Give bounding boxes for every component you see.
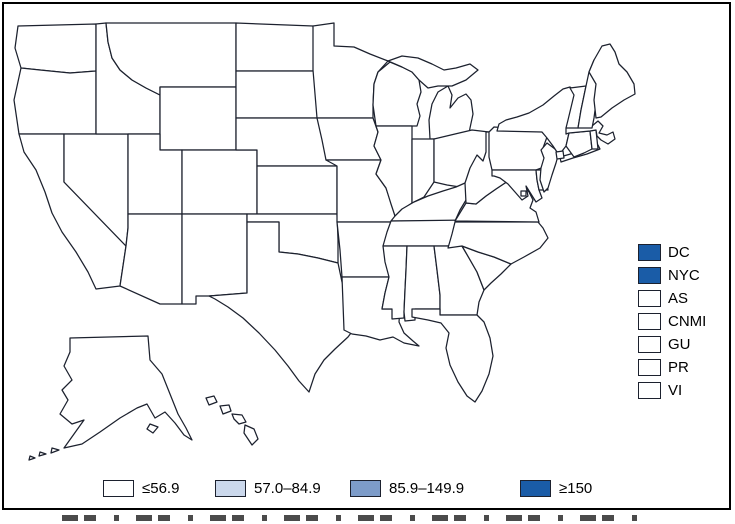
legend-swatch-dc <box>638 243 661 261</box>
rate-legend-item: 57.0–84.9 <box>215 478 321 498</box>
jurisdiction-legend-item: DC <box>638 243 706 261</box>
legend-swatch-nyc <box>638 266 661 284</box>
legend-label-cat4: ≥150 <box>559 479 593 497</box>
state-or <box>13 67 97 135</box>
state-hi <box>205 395 259 446</box>
cropped-caption-sliver <box>62 515 642 521</box>
jurisdiction-legend: DC NYC AS CNMI GU PR VI <box>638 243 706 404</box>
state-nyc <box>555 150 565 160</box>
map-states <box>13 22 636 461</box>
legend-swatch-cnmi <box>638 312 661 330</box>
legend-swatch-cat1 <box>103 479 134 497</box>
legend-swatch-gu <box>638 335 661 353</box>
state-pa <box>488 126 549 171</box>
state-ks <box>256 165 338 215</box>
legend-swatch-vi <box>638 381 661 399</box>
legend-swatch-as <box>638 289 661 307</box>
rate-legend-item: 85.9–149.9 <box>350 478 464 498</box>
legend-swatch-pr <box>638 358 661 376</box>
legend-label-cnmi: CNMI <box>668 312 707 330</box>
jurisdiction-legend-item: AS <box>638 289 706 307</box>
jurisdiction-legend-item: NYC <box>638 266 706 284</box>
legend-label-cat3: 85.9–149.9 <box>389 479 465 497</box>
state-dc <box>520 190 527 197</box>
legend-swatch-cat2 <box>215 479 246 497</box>
state-mi <box>387 55 479 140</box>
state-co <box>181 149 258 215</box>
state-tx <box>208 221 358 393</box>
state-ia <box>316 117 382 161</box>
state-ma <box>565 120 616 145</box>
legend-label-as: AS <box>668 289 689 307</box>
legend-label-vi: VI <box>668 381 683 399</box>
state-sd <box>235 70 323 119</box>
state-fl <box>411 308 494 403</box>
legend-label-cat2: 57.0–84.9 <box>254 479 321 497</box>
jurisdiction-legend-item: PR <box>638 358 706 376</box>
state-nc <box>447 221 549 265</box>
state-ak <box>28 335 193 461</box>
jurisdiction-legend-item: GU <box>638 335 706 353</box>
state-wy <box>159 86 237 151</box>
legend-label-pr: PR <box>668 358 689 376</box>
rate-legend-item: ≤56.9 <box>103 478 179 498</box>
state-nm <box>181 213 248 305</box>
legend-label-nyc: NYC <box>668 266 700 284</box>
rate-legend-item: ≥150 <box>520 478 592 498</box>
jurisdiction-legend-item: CNMI <box>638 312 706 330</box>
legend-label-gu: GU <box>668 335 691 353</box>
state-az <box>119 213 183 305</box>
state-me <box>588 43 636 119</box>
state-nd <box>235 22 317 72</box>
legend-label-cat1: ≤56.9 <box>142 479 180 497</box>
rate-legend: ≤56.9 57.0–84.9 85.9–149.9 ≥150 <box>0 478 735 500</box>
state-in <box>411 138 435 204</box>
state-wa <box>14 23 97 74</box>
legend-swatch-cat4 <box>520 479 551 497</box>
legend-swatch-cat3 <box>350 479 381 497</box>
legend-label-dc: DC <box>668 243 690 261</box>
jurisdiction-legend-item: VI <box>638 381 706 399</box>
